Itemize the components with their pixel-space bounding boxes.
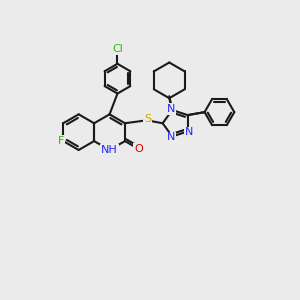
Text: NH: NH <box>101 145 118 155</box>
Text: F: F <box>58 136 64 146</box>
Text: N: N <box>167 132 176 142</box>
Text: S: S <box>144 114 151 124</box>
Text: N: N <box>167 104 176 114</box>
Text: O: O <box>134 144 143 154</box>
Text: N: N <box>184 128 193 137</box>
Text: Cl: Cl <box>112 44 123 54</box>
